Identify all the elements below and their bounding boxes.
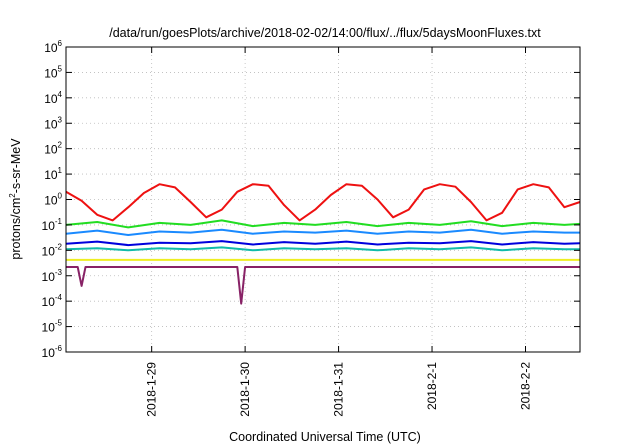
x-tick-label: 2018-1-30	[238, 362, 252, 417]
y-tick-label: 10-5	[42, 319, 63, 335]
x-tick-label: 2018-1-31	[332, 362, 346, 417]
y-tick-label: 10-3	[42, 268, 63, 284]
y-axis-title: protons/cm2-s-sr-MeV	[8, 138, 23, 260]
series-line-2	[65, 219, 581, 229]
series-line-1	[65, 183, 581, 222]
y-tick-label: 10-1	[42, 217, 63, 233]
y-tick-label: 102	[44, 141, 62, 157]
y-tick-label: 10-6	[42, 344, 63, 360]
y-tick-label: 10-2	[42, 242, 63, 258]
x-tick-label: 2018-1-29	[145, 362, 159, 417]
x-tick-label: 2018-2-1	[425, 362, 439, 410]
x-tick-label: 2018-2-2	[518, 362, 532, 410]
y-tick-label: 104	[44, 90, 62, 106]
y-tick-label: 105	[44, 64, 62, 80]
ticks	[66, 46, 580, 353]
series-line-7	[66, 266, 580, 305]
y-tick-label: 106	[44, 39, 62, 55]
y-tick-label: 101	[44, 166, 62, 182]
grid	[66, 47, 580, 352]
series-line-3	[65, 228, 580, 236]
chart-title: /data/run/goesPlots/archive/2018-02-02/1…	[109, 26, 541, 40]
y-tick-label: 100	[44, 192, 62, 208]
y-tick-labels: 106 105 104 103 102 101 100 10-1 10-2 10-3 10-4 10-…	[42, 39, 63, 360]
x-axis-title: Coordinated Universal Time (UTC)	[229, 430, 421, 444]
y-tick-label: 10-4	[42, 293, 63, 309]
series-line-4	[65, 240, 581, 247]
series-layer	[65, 183, 581, 305]
series-line-5	[65, 246, 580, 252]
x-tick-labels: 2018-1-29 2018-1-30 2018-1-31 2018-2-1 2018-…	[145, 362, 533, 417]
y-tick-label: 103	[44, 115, 62, 131]
